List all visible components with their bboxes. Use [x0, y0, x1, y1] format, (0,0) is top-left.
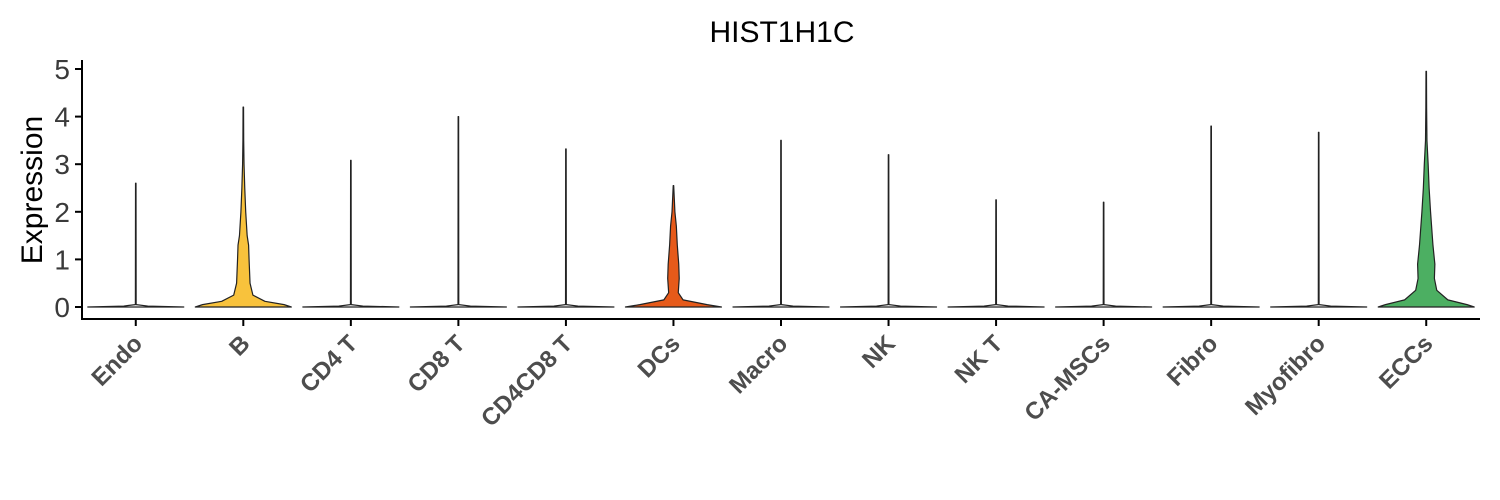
x-tick-group: Endo B CD4 T CD8 T CD4CD8 T DCs Macro NK NK T CA-…	[86, 319, 1438, 432]
x-tick-label: B	[224, 330, 255, 361]
x-tick-label: Endo	[86, 330, 148, 392]
x-tick-label: Myofibro	[1240, 330, 1331, 421]
violin-endo	[87, 182, 185, 308]
violin-macro	[732, 139, 830, 308]
x-tick-label: CD4CD8 T	[476, 330, 578, 432]
x-tick-label: NK	[857, 330, 901, 374]
y-tick-label: 1	[54, 244, 70, 275]
violin-cd8-t	[409, 116, 507, 308]
x-tick-label: Fibro	[1162, 330, 1224, 392]
x-tick-label: CA-MSCs	[1019, 330, 1115, 426]
x-tick-label: Macro	[724, 330, 793, 399]
x-tick-label: CD4 T	[295, 330, 363, 398]
violin-dcs	[624, 185, 723, 308]
violin-myofibro	[1270, 131, 1368, 308]
violin-ca-mscs	[1055, 201, 1153, 308]
y-tick-label: 5	[54, 54, 70, 85]
violin-b	[194, 106, 292, 308]
x-tick-label: ECCs	[1374, 330, 1438, 394]
violin-nk-t	[947, 199, 1045, 308]
y-tick-group: 0 1 2 3 4 5	[54, 54, 82, 323]
violin-nk	[839, 154, 938, 308]
violin-eccs	[1377, 70, 1475, 308]
x-tick-label: NK T	[950, 330, 1009, 389]
violin-cd4cd8-t	[517, 148, 615, 308]
violin-group	[87, 70, 1475, 308]
chart-title: HIST1H1C	[709, 16, 854, 49]
y-tick-label: 3	[54, 149, 70, 180]
y-axis-label: Expression	[16, 116, 49, 264]
x-tick-label: CD8 T	[402, 330, 470, 398]
y-tick-label: 0	[54, 292, 70, 323]
y-tick-label: 4	[54, 102, 70, 133]
violin-cd4-t	[302, 159, 400, 308]
x-tick-label: DCs	[633, 330, 686, 383]
violin-fibro	[1162, 125, 1260, 308]
y-tick-label: 2	[54, 197, 70, 228]
